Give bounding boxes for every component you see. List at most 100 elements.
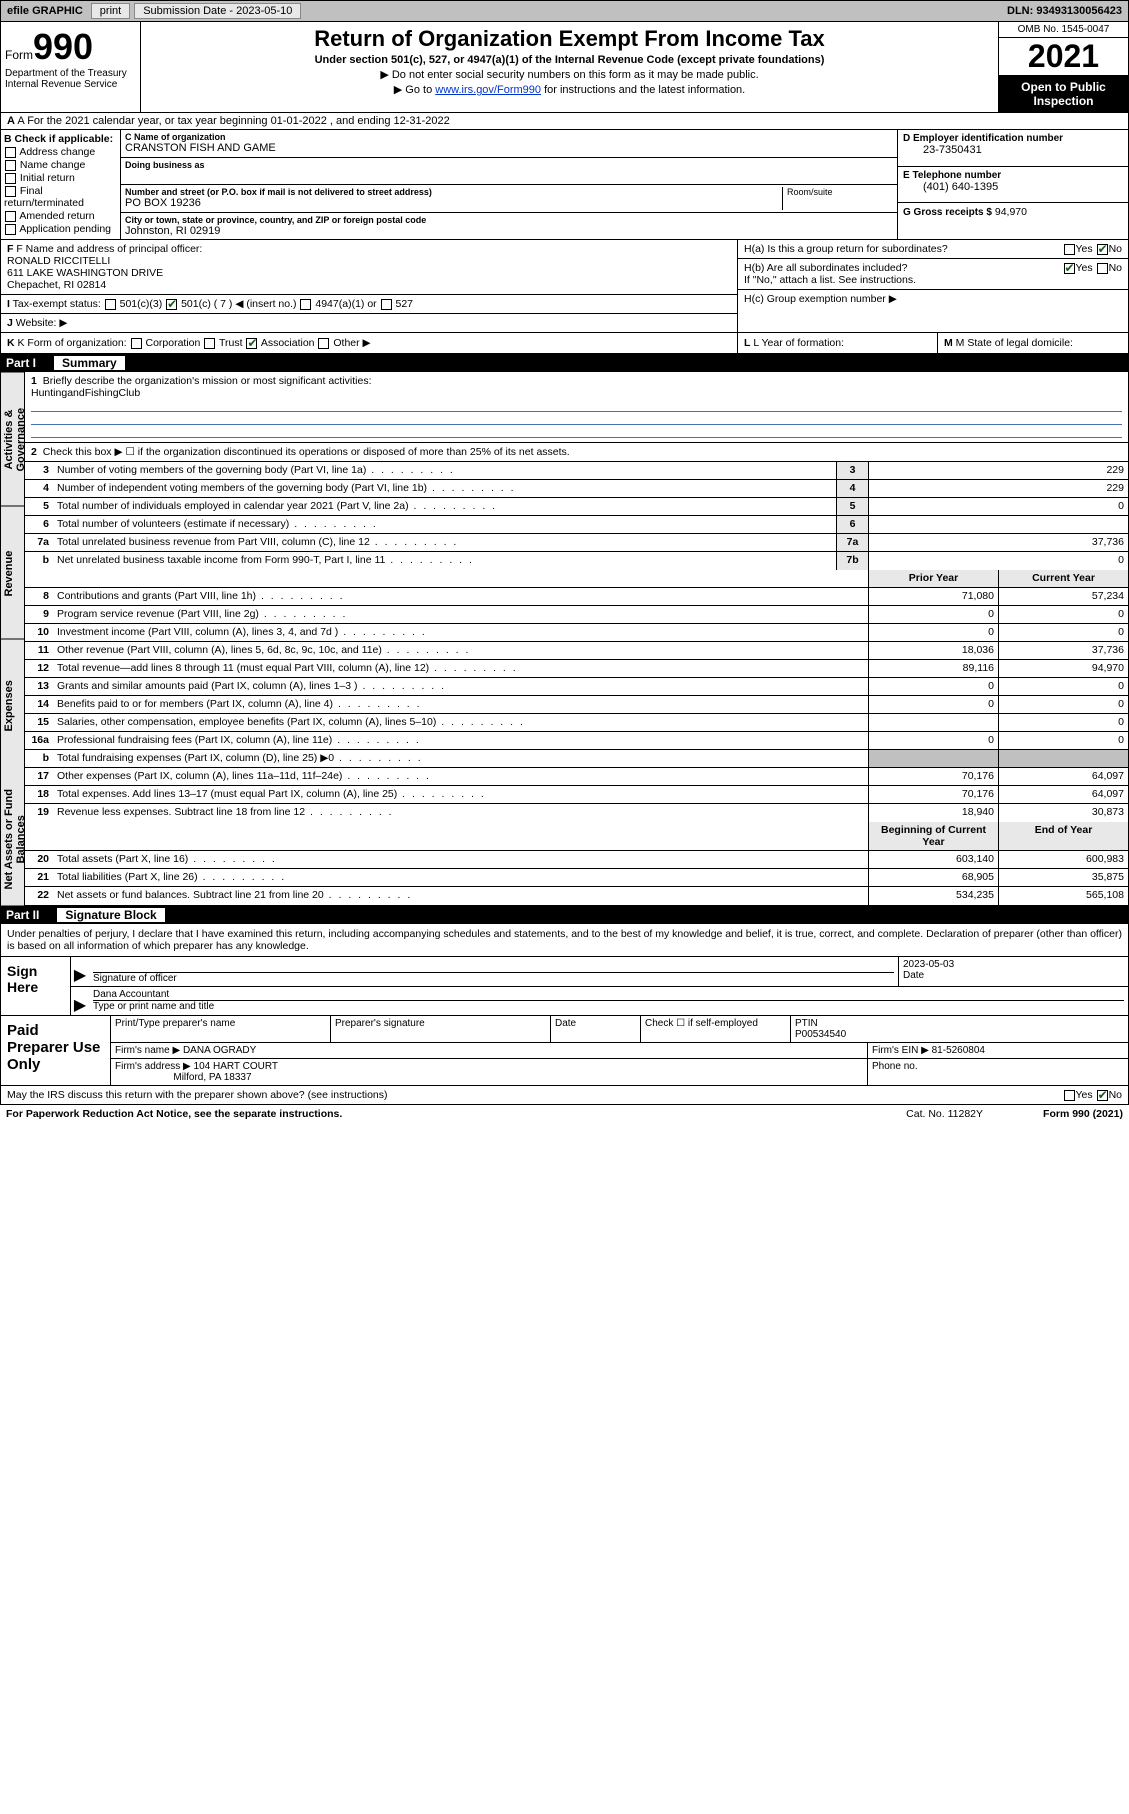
table-row: 11Other revenue (Part VIII, column (A), … <box>25 642 1128 660</box>
form-number: 990 <box>33 26 93 68</box>
dba-label: Doing business as <box>125 160 893 170</box>
date-label: Date <box>903 970 924 981</box>
signer-name: Dana Accountant <box>93 989 1124 1001</box>
submission-date-button[interactable]: Submission Date - 2023-05-10 <box>134 3 301 19</box>
table-row: 8Contributions and grants (Part VIII, li… <box>25 588 1128 606</box>
tax-year: 2021 <box>999 38 1128 76</box>
ha-no-check <box>1097 244 1108 255</box>
table-row: 10Investment income (Part VIII, column (… <box>25 624 1128 642</box>
table-row: 9Program service revenue (Part VIII, lin… <box>25 606 1128 624</box>
table-row: 7aTotal unrelated business revenue from … <box>25 534 1128 552</box>
print-button[interactable]: print <box>91 3 130 19</box>
irs-link[interactable]: www.irs.gov/Form990 <box>435 84 541 96</box>
check-amended: Amended return <box>4 210 117 222</box>
row-klm: K K Form of organization: Corporation Tr… <box>0 333 1129 354</box>
section-bcd: B Check if applicable: Address change Na… <box>0 130 1129 240</box>
line2-label: Check this box ▶ ☐ if the organization d… <box>43 446 570 458</box>
city-label: City or town, state or province, country… <box>125 215 893 225</box>
table-row: 3Number of voting members of the governi… <box>25 462 1128 480</box>
phone-label: E Telephone number <box>903 170 1123 181</box>
dept-label: Department of the Treasury <box>5 68 136 79</box>
paperwork-notice: For Paperwork Reduction Act Notice, see … <box>6 1108 342 1120</box>
table-row: 22Net assets or fund balances. Subtract … <box>25 887 1128 905</box>
vtab-netassets: Net Assets or Fund Balances <box>1 773 24 906</box>
sig-officer-label: Signature of officer <box>93 973 177 984</box>
ein-label: D Employer identification number <box>903 133 1123 144</box>
sign-arrow-icon: ▶ <box>71 957 89 986</box>
check-association <box>246 338 257 349</box>
table-row: 14Benefits paid to or for members (Part … <box>25 696 1128 714</box>
line1-value: HuntingandFishingClub <box>31 387 140 399</box>
check-app-pending: Application pending <box>4 223 117 235</box>
ptin-value: P00534540 <box>795 1029 846 1040</box>
dln-label: DLN: 93493130056423 <box>1007 5 1128 17</box>
vertical-tabs: Activities & Governance Revenue Expenses… <box>1 372 25 905</box>
part2-declaration: Under penalties of perjury, I declare th… <box>0 924 1129 957</box>
net-header: Beginning of Current Year End of Year <box>25 822 1128 851</box>
table-row: bNet unrelated business taxable income f… <box>25 552 1128 570</box>
vtab-expenses: Expenses <box>1 639 24 773</box>
j-label: Website: ▶ <box>16 317 68 329</box>
ein-value: 23-7350431 <box>903 144 1123 156</box>
table-row: 16aProfessional fundraising fees (Part I… <box>25 732 1128 750</box>
preparer-label: Paid Preparer Use Only <box>1 1016 111 1085</box>
col-c: C Name of organization CRANSTON FISH AND… <box>121 130 898 239</box>
open-inspection: Open to Public Inspection <box>999 76 1128 112</box>
form-subtitle: Under section 501(c), 527, or 4947(a)(1)… <box>145 54 994 66</box>
table-row: 12Total revenue—add lines 8 through 11 (… <box>25 660 1128 678</box>
hb-note: If "No," attach a list. See instructions… <box>744 274 916 286</box>
f-addr2: Chepachet, RI 02814 <box>7 279 106 291</box>
sign-date: 2023-05-03 <box>903 959 1124 970</box>
f-addr1: 611 LAKE WASHINGTON DRIVE <box>7 267 163 279</box>
section-fih: F F Name and address of principal office… <box>0 240 1129 333</box>
table-row: 13Grants and similar amounts paid (Part … <box>25 678 1128 696</box>
table-row: 21Total liabilities (Part X, line 26)68,… <box>25 869 1128 887</box>
table-row: 5Total number of individuals employed in… <box>25 498 1128 516</box>
check-address-change: Address change <box>4 146 117 158</box>
form-ref: Form 990 (2021) <box>1043 1108 1123 1120</box>
omb-number: OMB No. 1545-0047 <box>999 22 1128 38</box>
irs-label: Internal Revenue Service <box>5 79 136 90</box>
table-row: 19Revenue less expenses. Subtract line 1… <box>25 804 1128 822</box>
hc-label: H(c) Group exemption number ▶ <box>744 293 897 305</box>
addr-value: PO BOX 19236 <box>125 197 778 209</box>
footer-discuss: May the IRS discuss this return with the… <box>0 1086 1129 1105</box>
prep-date-label: Date <box>551 1016 641 1042</box>
row-a: A A For the 2021 calendar year, or tax y… <box>0 113 1129 130</box>
table-row: 17Other expenses (Part IX, column (A), l… <box>25 768 1128 786</box>
header-line1: ▶ Do not enter social security numbers o… <box>145 68 994 81</box>
sign-here-label: Sign Here <box>1 957 71 1015</box>
table-row: 15Salaries, other compensation, employee… <box>25 714 1128 732</box>
f-name: RONALD RICCITELLI <box>7 255 110 267</box>
ha-label: H(a) Is this a group return for subordin… <box>744 243 948 255</box>
col-d: D Employer identification number 23-7350… <box>898 130 1128 239</box>
header-line2: ▶ Go to www.irs.gov/Form990 for instruct… <box>145 83 994 96</box>
table-row: 4Number of independent voting members of… <box>25 480 1128 498</box>
mid-right: H(a) Is this a group return for subordin… <box>738 240 1128 332</box>
prep-sig-label: Preparer's signature <box>331 1016 551 1042</box>
form-title: Return of Organization Exempt From Incom… <box>145 26 994 52</box>
addr-label: Number and street (or P.O. box if mail i… <box>125 187 778 197</box>
gross-value: 94,970 <box>995 206 1027 218</box>
f-label: F Name and address of principal officer: <box>16 243 202 255</box>
form-header: Form 990 Department of the Treasury Inte… <box>0 22 1129 113</box>
dual-header: Prior Year Current Year <box>25 570 1128 588</box>
name-label: C Name of organization <box>125 132 893 142</box>
hb-label: H(b) Are all subordinates included? <box>744 262 907 274</box>
vtab-revenue: Revenue <box>1 506 24 640</box>
header-center: Return of Organization Exempt From Incom… <box>141 22 998 112</box>
firm-addr1: 104 HART COURT <box>194 1061 278 1072</box>
firm-name: DANA OGRADY <box>183 1045 256 1056</box>
table-row: 20Total assets (Part X, line 16)603,1406… <box>25 851 1128 869</box>
col-b: B Check if applicable: Address change Na… <box>1 130 121 239</box>
cat-no: Cat. No. 11282Y <box>906 1108 983 1120</box>
check-name-change: Name change <box>4 159 117 171</box>
prep-name-label: Print/Type preparer's name <box>111 1016 331 1042</box>
room-label: Room/suite <box>783 187 893 210</box>
table-row: 6Total number of volunteers (estimate if… <box>25 516 1128 534</box>
table-row: bTotal fundraising expenses (Part IX, co… <box>25 750 1128 768</box>
top-bar: efile GRAPHIC print Submission Date - 20… <box>0 0 1129 22</box>
preparer-section: Paid Preparer Use Only Print/Type prepar… <box>0 1016 1129 1086</box>
prep-selfemp: Check ☐ if self-employed <box>641 1016 791 1042</box>
gross-label: G Gross receipts $ <box>903 207 992 218</box>
